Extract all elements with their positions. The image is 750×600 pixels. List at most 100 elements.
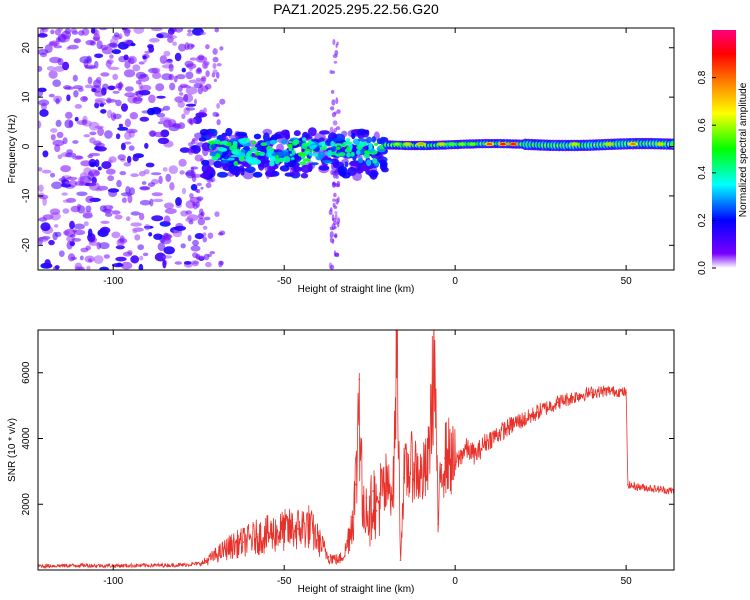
heatmap-cell: [194, 149, 199, 155]
heatmap-cell: [341, 130, 348, 137]
heatmap-cell: [53, 45, 63, 49]
heatmap-cell: [321, 159, 332, 163]
snr-data-point: [625, 391, 627, 394]
snr-data-point: [365, 496, 368, 499]
heatmap-cell: [124, 118, 131, 128]
heatmap-cell: [132, 230, 138, 234]
snr-data-point: [269, 533, 272, 535]
heatmap-cell: [207, 232, 214, 239]
heatmap-cell: [163, 246, 175, 255]
heatmap-cell: [275, 154, 279, 160]
heatmap-cell: [346, 146, 350, 151]
heatmap-cell: [66, 176, 78, 181]
heatmap-cell: [309, 145, 316, 150]
spectrogram-heatmap: [38, 28, 674, 270]
heatmap-cell: [115, 99, 122, 107]
heatmap-cell: [572, 142, 578, 146]
heatmap-cell: [337, 221, 340, 228]
heatmap-cell: [84, 64, 96, 69]
heatmap-cell: [101, 46, 114, 55]
heatmap-cell: [50, 134, 56, 141]
heatmap-cell: [102, 83, 109, 91]
heatmap-cell: [162, 255, 173, 259]
heatmap-cell: [76, 203, 82, 210]
heatmap-cell: [123, 54, 129, 61]
heatmap-cell: [85, 195, 95, 203]
heatmap-cell: [95, 146, 103, 151]
heatmap-cell: [376, 138, 383, 145]
heatmap-cell: [78, 87, 84, 92]
heatmap-cell: [220, 140, 228, 145]
heatmap-cell: [64, 181, 72, 185]
heatmap-cell: [96, 40, 103, 50]
heatmap-cell: [438, 142, 445, 146]
heatmap-cell: [130, 211, 141, 216]
heatmap-cell: [148, 94, 156, 104]
colorbar-ticks: 0.0 0.2 0.4 0.6 0.8: [697, 70, 716, 275]
snr-data-point: [645, 487, 648, 489]
heatmap-cell: [194, 98, 197, 105]
heatmap-cell: [46, 66, 56, 71]
figure-title: PAZ1.2025.295.22.56.G20: [273, 1, 439, 17]
heatmap-cell: [80, 96, 88, 102]
heatmap-cell: [332, 202, 336, 208]
y-tick-label: 4000: [21, 427, 32, 450]
heatmap-cell: [79, 255, 84, 261]
heatmap-cell: [151, 192, 163, 197]
heatmap-cell: [346, 152, 351, 158]
heatmap-cell: [83, 134, 91, 138]
heatmap-cell: [124, 28, 131, 37]
heatmap-cell: [287, 143, 293, 148]
heatmap-cell: [142, 55, 147, 60]
heatmap-cell: [330, 140, 335, 147]
colorbar-tick-label: 0.0: [697, 261, 708, 275]
heatmap-cell: [190, 167, 195, 174]
heatmap-cell: [148, 232, 153, 237]
heatmap-cell: [175, 197, 182, 206]
heatmap-cell: [221, 147, 228, 152]
heatmap-cell: [195, 141, 199, 146]
snr-data-point: [242, 541, 244, 543]
heatmap-cell: [111, 49, 121, 55]
heatmap-cell: [418, 142, 424, 146]
colorbar-tick-label: 0.2: [697, 213, 708, 227]
heatmap-cell: [163, 215, 171, 225]
heatmap-cell: [109, 54, 114, 59]
heatmap-cell: [114, 214, 123, 220]
heatmap-cell: [112, 73, 119, 80]
heatmap-cell: [121, 197, 127, 203]
heatmap-cell: [111, 263, 124, 268]
y-tick-label: 20: [21, 42, 32, 54]
heatmap-cell: [188, 118, 193, 125]
heatmap-cell: [233, 161, 239, 166]
heatmap-cell: [51, 181, 63, 190]
heatmap-cell: [81, 28, 90, 36]
snr-data-point: [379, 496, 381, 499]
heatmap-cell: [228, 134, 240, 140]
snr-data-point: [618, 391, 621, 393]
heatmap-cell: [138, 212, 145, 221]
heatmap-cell: [112, 90, 120, 94]
heatmap-cell: [219, 159, 229, 164]
heatmap-cell: [90, 28, 96, 34]
snr-data-point: [427, 467, 429, 469]
heatmap-cell: [120, 142, 126, 151]
heatmap-cell: [299, 161, 307, 166]
heatmap-cell: [314, 132, 326, 143]
heatmap-cell: [162, 167, 168, 172]
heatmap-cell: [138, 263, 144, 270]
heatmap-cell: [368, 142, 373, 150]
heatmap-cell: [187, 29, 192, 33]
heatmap-cell: [64, 119, 73, 129]
heatmap-cell: [341, 159, 349, 164]
heatmap-cell: [38, 237, 49, 242]
snr-data-point: [372, 490, 374, 492]
heatmap-cell: [293, 139, 300, 145]
heatmap-cell: [330, 89, 335, 94]
heatmap-cell: [57, 33, 67, 43]
heatmap-cell: [87, 228, 93, 238]
heatmap-cell: [50, 128, 58, 133]
spectrogram-x-axis: -100 -50 0 50: [103, 28, 632, 287]
x-tick-label: -50: [277, 576, 292, 587]
heatmap-cell: [336, 109, 341, 114]
